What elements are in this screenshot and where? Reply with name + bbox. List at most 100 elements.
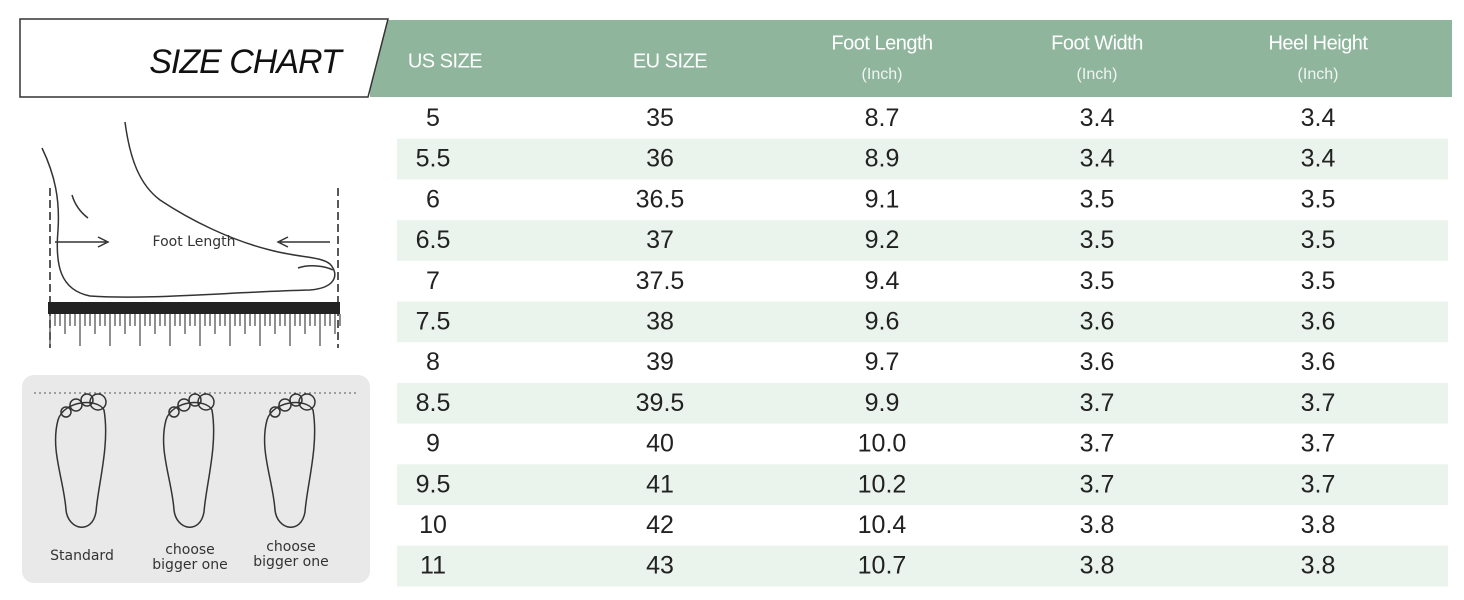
table-cell: 10.2 [858, 470, 907, 498]
table-cell: 35 [646, 104, 674, 132]
table-cell: 3.6 [1080, 307, 1115, 335]
fit-panel [22, 375, 370, 583]
foot-outline [41, 121, 336, 298]
table-cell: 7.5 [416, 307, 451, 335]
table-cell: 9.5 [416, 470, 451, 498]
toe [188, 393, 202, 407]
table-cell: 5.5 [416, 145, 451, 173]
table-cell: 9.2 [865, 226, 900, 254]
table-cell: 8.5 [416, 389, 451, 417]
toe [80, 393, 94, 407]
row-band [397, 545, 1448, 587]
table: US SIZE EU SIZE Foot Length (Inch) Foot Widt… [397, 32, 1448, 587]
column-unit: (Inch) [862, 66, 903, 83]
column-header: EU SIZE [633, 50, 707, 72]
table-cell: 3.6 [1080, 348, 1115, 376]
table-cell: 38 [646, 307, 674, 335]
table-cell: 5 [426, 104, 440, 132]
table-cell: 42 [646, 511, 674, 539]
table-cell: 10.0 [858, 430, 907, 458]
table-cell: 9.1 [865, 185, 900, 213]
table-cell: 41 [646, 470, 674, 498]
toe [168, 406, 180, 418]
toe [298, 393, 316, 411]
table-cell: 3.7 [1080, 430, 1115, 458]
table-cell: 37.5 [636, 267, 685, 295]
table-cell: 3.7 [1080, 389, 1115, 417]
fit-label: choose [165, 542, 215, 558]
table-cell: 8.9 [865, 145, 900, 173]
table-cell: 3.8 [1301, 552, 1336, 580]
title: SIZE CHART [149, 43, 344, 81]
table-cell: 36 [646, 145, 674, 173]
column-header: Foot Width [1051, 32, 1143, 54]
header-bar [370, 20, 1452, 97]
measure-arrows [55, 236, 330, 248]
table-cell: 11 [420, 552, 446, 580]
table-cell: 3.5 [1080, 226, 1115, 254]
table-cell: 3.8 [1301, 511, 1336, 539]
table-cell: 6 [426, 185, 440, 213]
table-cell: 7 [426, 267, 440, 295]
ruler [48, 302, 340, 314]
table-cell: 8.7 [865, 104, 900, 132]
table-cell: 37 [646, 226, 674, 254]
toe [60, 406, 72, 418]
toe [69, 398, 83, 412]
column-unit: (Inch) [1298, 66, 1339, 83]
ruler-ticks [49, 314, 341, 346]
table-cell: 39 [646, 348, 674, 376]
foot-sole [162, 401, 215, 528]
table-cell: 3.7 [1301, 389, 1336, 417]
table-cell: 10.4 [858, 511, 907, 539]
foot-sole [263, 401, 316, 528]
row-band [397, 138, 1448, 180]
table-cell: 3.5 [1301, 267, 1336, 295]
fit-label: Standard [50, 548, 114, 564]
measure-label: Foot Length [153, 234, 236, 250]
table-cell: 3.6 [1301, 307, 1336, 335]
foot-detail [71, 194, 334, 271]
toe [278, 398, 292, 412]
table-cell: 9.9 [865, 389, 900, 417]
table-cell: 8 [426, 348, 440, 376]
column-header: Heel Height [1268, 32, 1368, 54]
foot-sole [54, 401, 107, 528]
table-cell: 3.5 [1080, 267, 1115, 295]
table-cell: 40 [646, 430, 674, 458]
toe [177, 398, 191, 412]
table-cell: 3.6 [1301, 348, 1336, 376]
column-unit: (Inch) [1077, 66, 1118, 83]
table-cell: 3.4 [1080, 104, 1115, 132]
table-cell: 3.7 [1301, 470, 1336, 498]
column-header: Foot Length [831, 32, 932, 54]
row-band [397, 301, 1448, 343]
table-cell: 3.8 [1080, 511, 1115, 539]
table-cell: 10 [419, 511, 447, 539]
table-cell: 3.4 [1301, 104, 1336, 132]
table-cell: 9.4 [865, 267, 900, 295]
table-cell: 6.5 [416, 226, 451, 254]
table-cell: 36.5 [636, 185, 685, 213]
title-box [19, 18, 389, 98]
foot-length-illustration: Foot Length [41, 121, 341, 348]
toe [89, 393, 107, 411]
table-cell: 3.7 [1080, 470, 1115, 498]
table-cell: 3.5 [1301, 185, 1336, 213]
table-cell: 39.5 [636, 389, 685, 417]
table-cell: 3.5 [1080, 185, 1115, 213]
table-cell: 3.8 [1080, 552, 1115, 580]
toe [269, 406, 281, 418]
toe [289, 393, 303, 407]
column-header: US SIZE [408, 50, 482, 72]
fit-label: bigger one [152, 557, 227, 573]
table-cell: 3.4 [1301, 145, 1336, 173]
row-band [397, 382, 1448, 424]
toe [197, 393, 215, 411]
table-cell: 3.7 [1301, 430, 1336, 458]
fit-label: bigger one [253, 554, 328, 570]
table-cell: 3.5 [1301, 226, 1336, 254]
table-cell: 9 [426, 430, 440, 458]
